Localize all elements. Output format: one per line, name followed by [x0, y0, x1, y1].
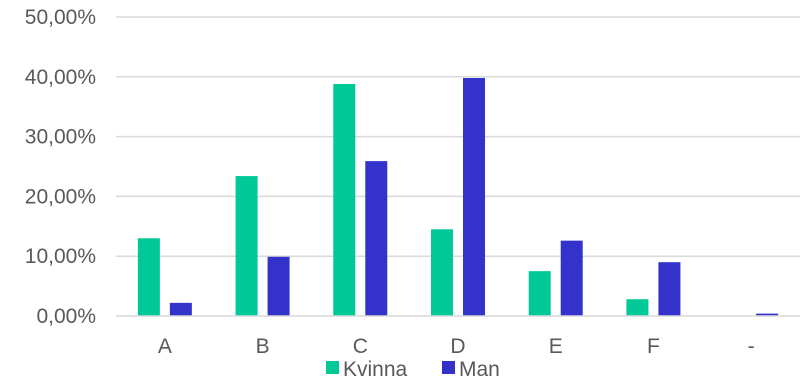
bar-kvinna-f	[626, 299, 649, 316]
y-tick-label: 20,00%	[25, 185, 96, 208]
y-tick-label: 0,00%	[36, 305, 96, 328]
legend-swatch-kvinna	[326, 361, 339, 374]
y-tick-label: 10,00%	[25, 245, 96, 268]
y-tick-label: 40,00%	[25, 66, 96, 89]
x-tick-label: B	[256, 335, 270, 358]
y-tick-label: 50,00%	[25, 6, 96, 29]
bar-man-b	[267, 256, 290, 316]
x-tick-label: F	[647, 335, 660, 358]
bar-kvinna-c	[333, 83, 356, 316]
gridlines	[116, 16, 800, 257]
y-tick-label: 30,00%	[25, 126, 96, 149]
x-tick-label: D	[450, 335, 465, 358]
legend-swatch-man	[442, 361, 455, 374]
bar-man-dash	[756, 313, 779, 316]
bar-man-e	[560, 240, 583, 316]
bar-man-f	[658, 262, 681, 316]
bar-kvinna-e	[528, 271, 551, 316]
x-tick-label: E	[549, 335, 563, 358]
x-tick-label: C	[353, 335, 368, 358]
legend-label-man: Man	[459, 358, 500, 380]
x-tick-label: A	[158, 335, 172, 358]
bar-kvinna-d	[431, 229, 453, 316]
y-axis-ticks: 0,00% 10,00% 20,00% 30,00% 40,00% 50,00%	[25, 6, 96, 328]
bars	[137, 77, 779, 316]
bar-man-c	[365, 161, 388, 316]
bar-man-a	[169, 302, 192, 316]
legend: Kvinna Man	[326, 358, 500, 380]
bar-kvinna-b	[235, 176, 258, 316]
x-tick-label: -	[748, 335, 755, 358]
bar-man-d	[463, 77, 485, 316]
bar-kvinna-a	[137, 238, 160, 316]
legend-label-kvinna: Kvinna	[343, 358, 408, 380]
